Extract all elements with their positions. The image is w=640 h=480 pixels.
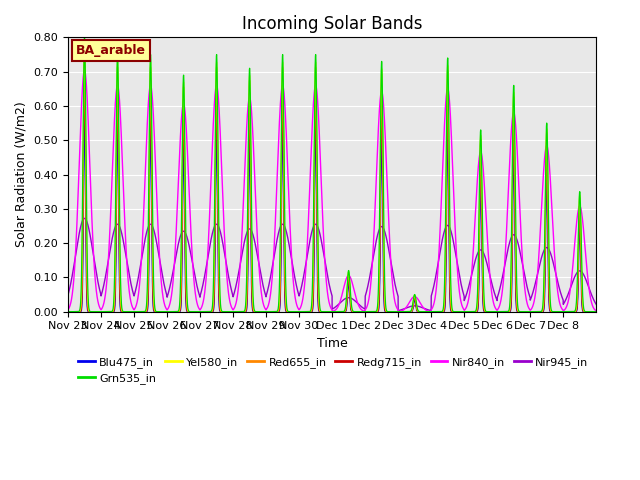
Y-axis label: Solar Radiation (W/m2): Solar Radiation (W/m2) (15, 102, 28, 247)
Text: BA_arable: BA_arable (76, 44, 146, 57)
Legend: Blu475_in, Grn535_in, Yel580_in, Red655_in, Redg715_in, Nir840_in, Nir945_in: Blu475_in, Grn535_in, Yel580_in, Red655_… (74, 352, 593, 388)
X-axis label: Time: Time (317, 337, 348, 350)
Title: Incoming Solar Bands: Incoming Solar Bands (242, 15, 422, 33)
